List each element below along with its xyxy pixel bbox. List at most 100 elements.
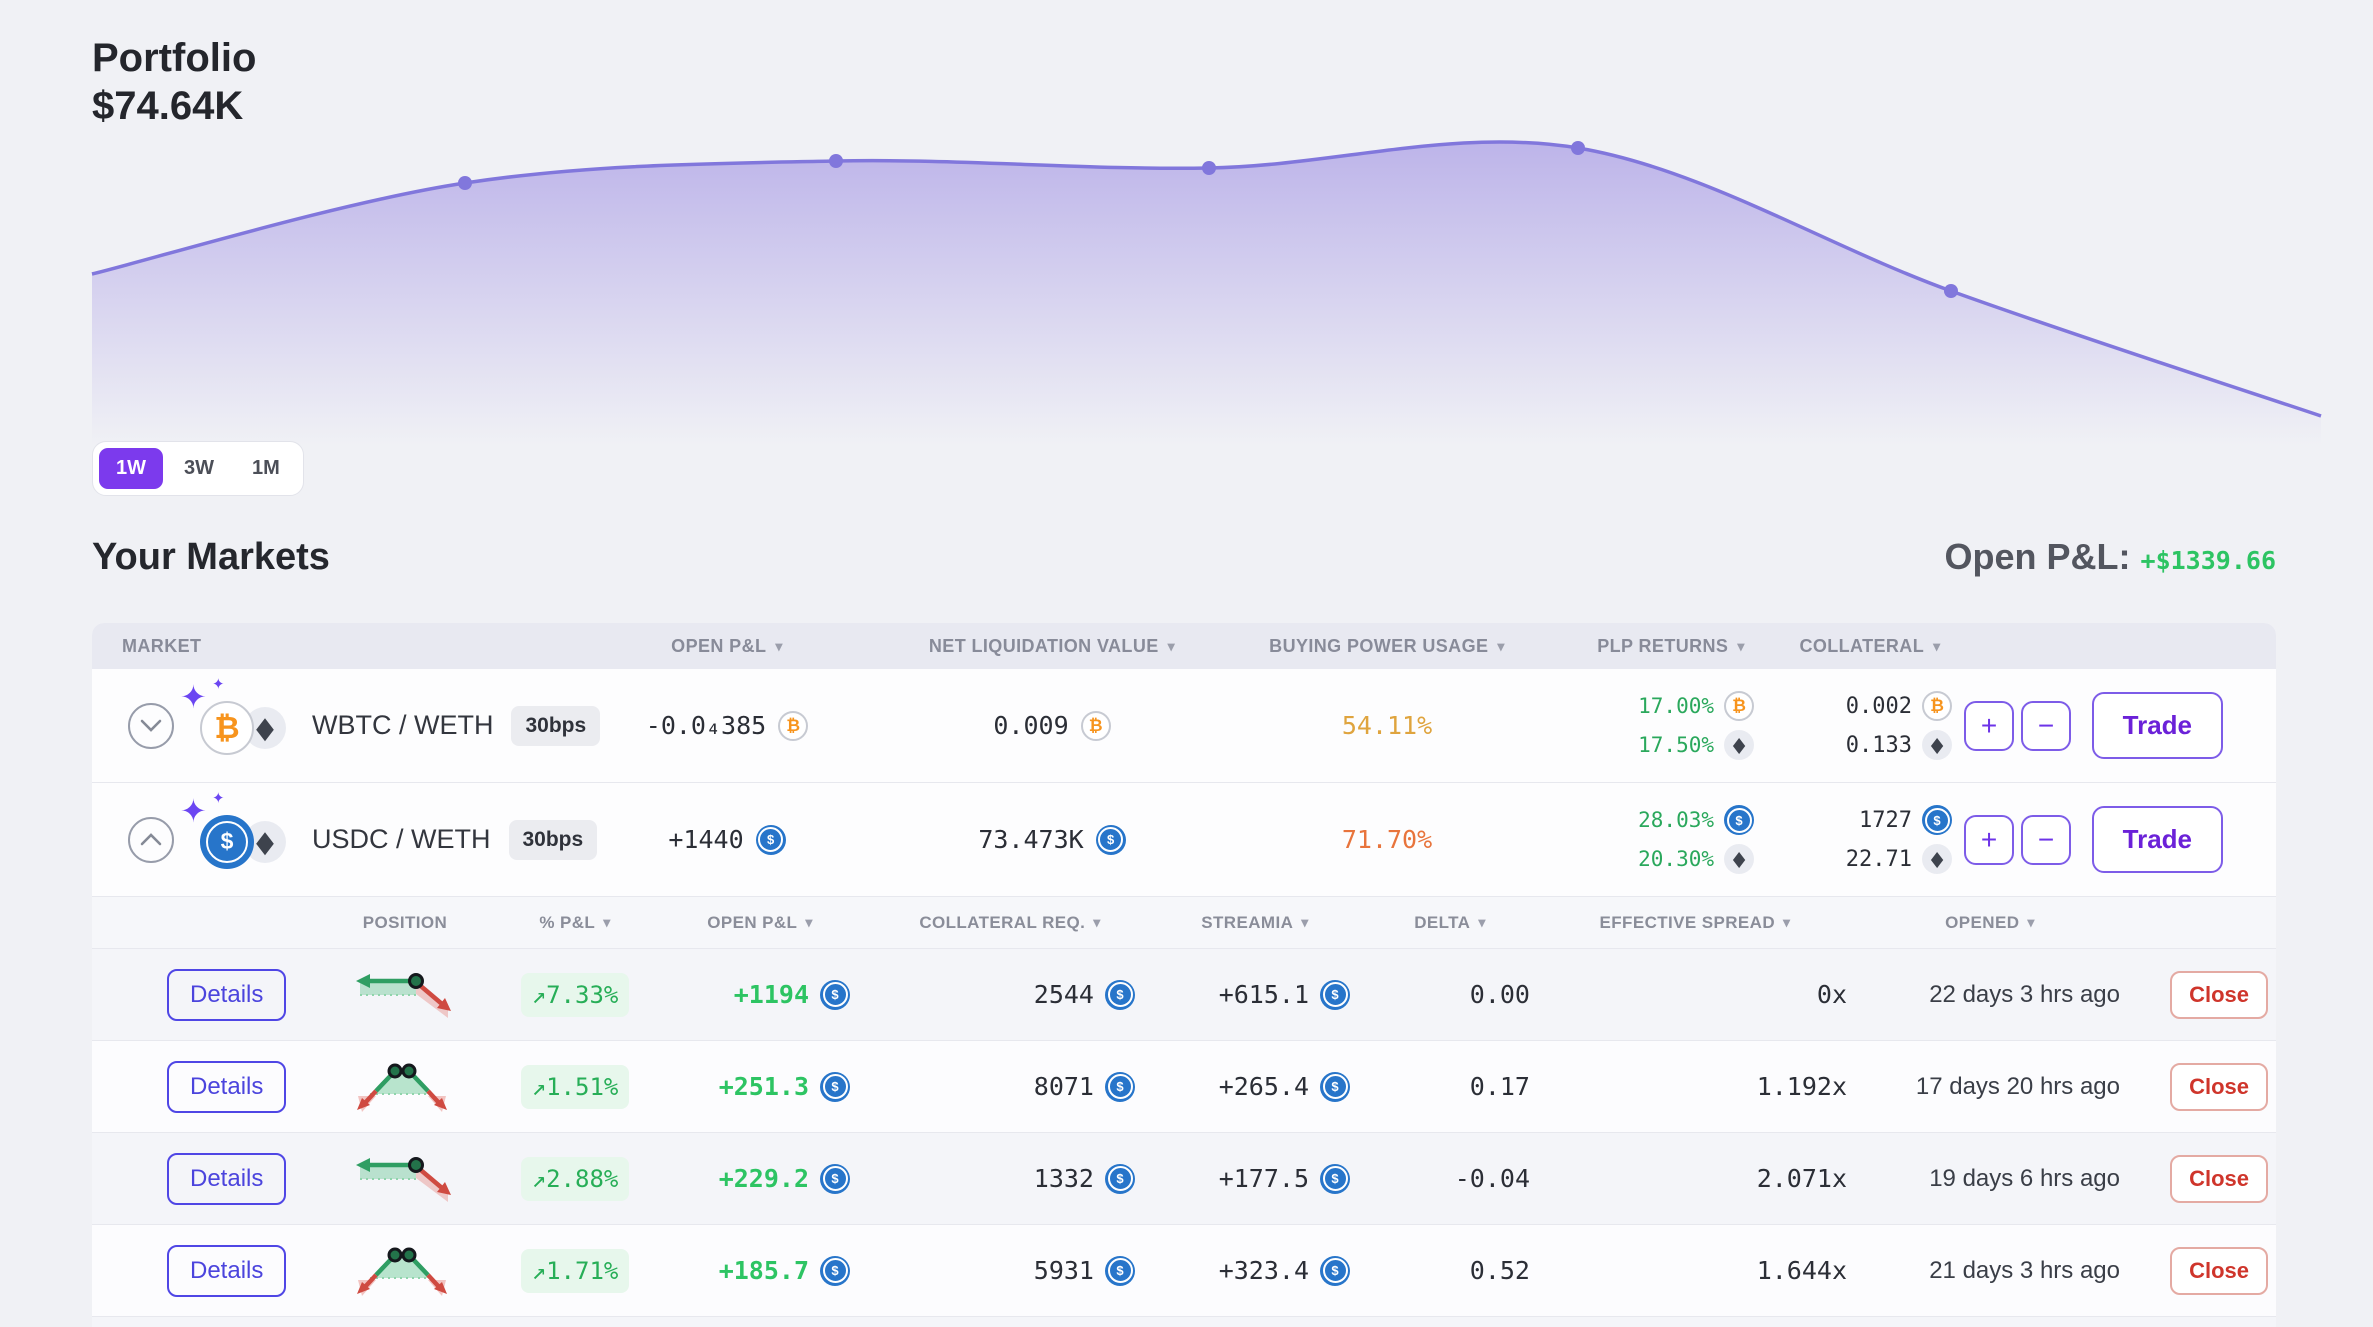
sort-icon[interactable]: ▾: [1093, 914, 1101, 930]
close-position-button[interactable]: Close: [2170, 1154, 2268, 1203]
sort-icon[interactable]: ▾: [1478, 914, 1486, 930]
usdc-coin-icon: [1095, 824, 1126, 855]
chart-area-fill: [92, 141, 2321, 456]
portfolio-header: Portfolio $74.64K: [92, 34, 256, 130]
positions-table-header: POSITION % P&L ▾ OPEN P&L ▾ COLLATERAL REQ…: [92, 897, 2276, 949]
chart-data-point: [829, 154, 843, 168]
open-pnl-value: +1440: [668, 825, 744, 854]
collateral-base: 1727: [1859, 807, 1912, 833]
plp-return-base: 28.03%: [1638, 808, 1714, 832]
header-collateral-req[interactable]: COLLATERAL REQ. ▾: [919, 912, 1101, 932]
chart-data-points: [458, 141, 1958, 298]
details-button[interactable]: Details: [167, 1244, 287, 1297]
chevron-down-icon: [140, 719, 162, 732]
btc-coin-icon: [778, 710, 809, 741]
sort-icon[interactable]: ▾: [1933, 637, 1941, 654]
expand-row-button[interactable]: [128, 702, 174, 749]
sort-icon[interactable]: ▾: [2027, 914, 2035, 930]
time-range-selector: 1W 3W 1M: [92, 441, 304, 496]
usdc-coin-icon: [820, 1071, 850, 1102]
portfolio-chart: [91, 140, 2322, 456]
trade-button[interactable]: Trade: [2091, 806, 2223, 873]
sort-icon[interactable]: ▾: [805, 914, 813, 930]
usdc-coin-icon: [1105, 979, 1135, 1010]
add-collateral-button[interactable]: +: [1964, 814, 2014, 865]
collateral-req-value: 8071: [1033, 1072, 1094, 1101]
header-pct-pnl[interactable]: % P&L ▾: [539, 912, 611, 932]
pnl-percent-badge: ↗7.33%: [520, 972, 630, 1017]
open-pnl-value: +1194: [733, 980, 809, 1009]
header-buying-power-usage[interactable]: BUYING POWER USAGE ▾: [1269, 635, 1505, 656]
delta-value: -0.04: [1454, 1164, 1530, 1193]
close-position-button[interactable]: Close: [2170, 1062, 2268, 1111]
usdc-coin-icon: [1105, 1163, 1135, 1194]
add-collateral-button[interactable]: +: [1964, 700, 2014, 751]
sort-icon[interactable]: ▾: [603, 914, 611, 930]
remove-collateral-button[interactable]: −: [2021, 814, 2071, 865]
details-button[interactable]: Details: [167, 1152, 287, 1205]
details-button[interactable]: Details: [167, 968, 287, 1021]
trade-button[interactable]: Trade: [2091, 692, 2223, 759]
usdc-coin-icon: [1320, 1071, 1350, 1102]
delta-value: 0.00: [1469, 980, 1530, 1009]
btc-coin-icon: [1724, 691, 1754, 721]
buying-power-usage: 71.70%: [1341, 825, 1433, 854]
header-opened[interactable]: OPENED ▾: [1945, 912, 2035, 932]
remove-collateral-button[interactable]: −: [2021, 700, 2071, 751]
plp-returns: 17.00% 17.50%: [1562, 691, 1780, 760]
header-open-pnl[interactable]: OPEN P&L ▾: [671, 635, 783, 656]
header-plp-returns[interactable]: PLP RETURNS ▾: [1597, 635, 1745, 656]
details-button[interactable]: Details: [167, 1060, 287, 1113]
markets-table: MARKET OPEN P&L ▾ NET LIQUIDATION VALUE ▾ …: [92, 623, 2276, 1327]
eth-coin-icon: [1724, 730, 1754, 760]
buying-power-usage: 54.11%: [1341, 711, 1433, 740]
collateral-quote: 22.71: [1845, 846, 1912, 872]
header-net-liquidation-value[interactable]: NET LIQUIDATION VALUE ▾: [928, 635, 1176, 656]
close-position-button[interactable]: Close: [2170, 1246, 2268, 1295]
open-pnl-value: +251.3: [718, 1072, 809, 1101]
usdc-coin-icon: [1922, 805, 1952, 835]
sort-icon[interactable]: ▾: [1497, 637, 1505, 654]
open-pnl-summary: Open P&L: +$1339.66: [1945, 536, 2276, 578]
sparkle-icon: ✦: [212, 789, 225, 807]
header-effective-spread[interactable]: EFFECTIVE SPREAD ▾: [1599, 912, 1791, 932]
header-collateral[interactable]: COLLATERAL ▾: [1799, 635, 1941, 656]
chart-data-point: [458, 176, 472, 190]
market-pair-icon: ✦ ✦: [180, 791, 296, 873]
sort-icon[interactable]: ▾: [775, 637, 783, 654]
sort-icon[interactable]: ▾: [1737, 637, 1745, 654]
btc-coin-icon: [200, 700, 254, 755]
range-button-3w[interactable]: 3W: [167, 448, 231, 489]
section-title: Your Markets: [92, 536, 330, 578]
market-pair-icon: ✦ ✦: [180, 677, 296, 759]
page-title: Portfolio: [92, 36, 257, 80]
header-open-pnl[interactable]: OPEN P&L ▾: [707, 912, 813, 932]
usdc-coin-icon: [1320, 1255, 1350, 1286]
open-pnl-label: Open P&L:: [1944, 536, 2131, 577]
usdc-coin-icon: [1105, 1071, 1135, 1102]
sort-icon[interactable]: ▾: [1301, 914, 1309, 930]
market-name: USDC / WETH: [312, 824, 491, 854]
collateral: 1727 22.71: [1780, 805, 1960, 874]
close-position-button[interactable]: Close: [2170, 970, 2268, 1019]
sort-icon[interactable]: ▾: [1783, 914, 1791, 930]
net-liquidation-value: 73.473K: [978, 825, 1084, 854]
chart-data-point: [1202, 161, 1216, 175]
header-delta[interactable]: DELTA ▾: [1414, 912, 1486, 932]
streamia-value: +265.4: [1218, 1072, 1309, 1101]
header-streamia[interactable]: STREAMIA ▾: [1201, 912, 1309, 932]
streamia-value: +323.4: [1218, 1256, 1309, 1285]
range-button-1m[interactable]: 1M: [235, 448, 297, 489]
position-payoff-diagram: [350, 1242, 460, 1300]
position-row: Details ↗1.51% +251.3 8071 +265.4 0.17 1…: [92, 1041, 2276, 1133]
collateral-req-value: 1332: [1033, 1164, 1094, 1193]
opened-ago: 17 days 20 hrs ago: [1915, 1072, 2120, 1100]
btc-coin-icon: [1922, 691, 1952, 721]
sort-icon[interactable]: ▾: [1167, 637, 1176, 654]
range-button-1w[interactable]: 1W: [99, 448, 163, 489]
usdc-coin-icon: [200, 814, 254, 869]
delta-value: 0.52: [1469, 1256, 1530, 1285]
sparkle-icon: ✦: [180, 792, 207, 829]
collapse-row-button[interactable]: [128, 816, 174, 863]
open-pnl-value: +185.7: [718, 1256, 809, 1285]
